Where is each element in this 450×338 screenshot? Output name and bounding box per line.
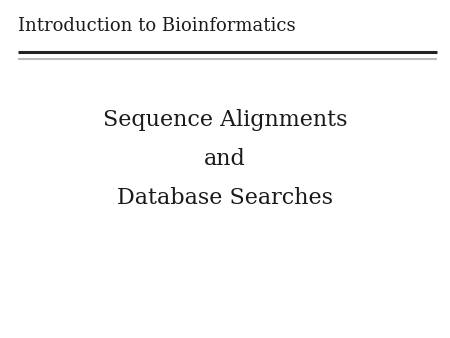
Text: Sequence Alignments: Sequence Alignments xyxy=(103,109,347,131)
Text: Database Searches: Database Searches xyxy=(117,187,333,209)
Text: and: and xyxy=(204,148,246,170)
Text: Introduction to Bioinformatics: Introduction to Bioinformatics xyxy=(18,18,296,35)
